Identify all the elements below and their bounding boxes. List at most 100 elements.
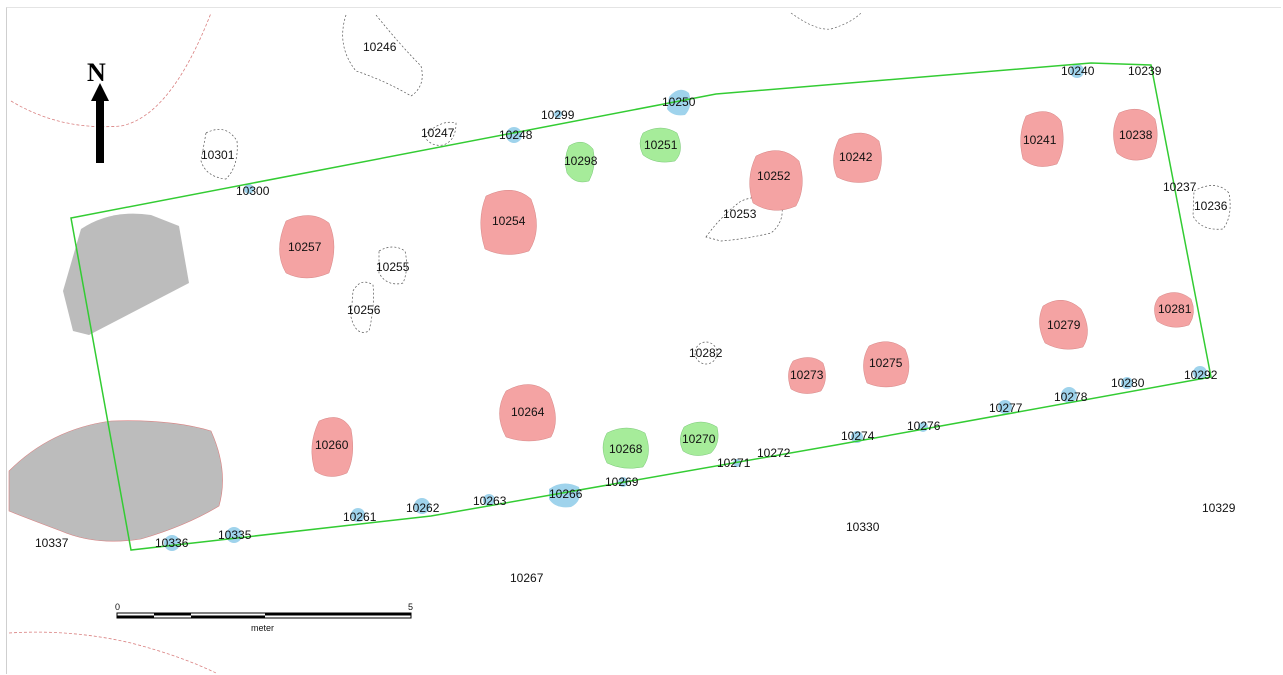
scale-unit-label: meter [251, 623, 274, 633]
background-outline-10236 [1192, 185, 1231, 230]
feature-10298 [565, 142, 595, 183]
feature-10299 [554, 110, 562, 118]
north-arrow-icon: N [87, 58, 109, 163]
background-outline-10301 [200, 129, 238, 180]
feature-10266 [549, 483, 580, 508]
label-10247: 10247 [421, 126, 455, 140]
label-10250: 10250 [662, 95, 696, 109]
background-outline-10256 [350, 281, 374, 333]
feature-10254 [480, 190, 537, 255]
feature-10270 [680, 421, 719, 456]
label-10267: 10267 [510, 571, 544, 585]
label-10239: 10239 [1128, 64, 1162, 78]
feature-10240 [1070, 64, 1084, 78]
feature-10261 [351, 508, 365, 522]
feature-10242 [833, 132, 882, 183]
feature-10292 [1193, 366, 1207, 380]
background-outline-10282 [694, 341, 718, 365]
label-10330: 10330 [846, 520, 880, 534]
feature-10251 [639, 127, 681, 163]
feature-10260 [311, 417, 353, 477]
label-10253: 10253 [723, 207, 757, 221]
label-10281: 10281 [1158, 302, 1192, 316]
label-10241: 10241 [1023, 133, 1057, 147]
site-plan-map: N 0 5 meter 10246 10240 10239 10250 1029… [8, 12, 1236, 674]
label-10238: 10238 [1119, 128, 1153, 142]
feature-10264 [499, 384, 556, 442]
feature-10252 [749, 150, 803, 211]
label-10292: 10292 [1184, 368, 1218, 382]
label-10252: 10252 [757, 169, 791, 183]
feature-10275 [863, 341, 910, 388]
map-frame: N 0 5 meter 10246 10240 10239 10250 1029… [6, 7, 1281, 674]
label-10300: 10300 [236, 184, 270, 198]
north-label: N [87, 58, 106, 87]
label-10242: 10242 [839, 150, 873, 164]
label-10329: 10329 [1202, 501, 1236, 515]
label-10282: 10282 [689, 346, 723, 360]
feature-10262 [414, 498, 430, 514]
background-outline-10246 [342, 14, 423, 97]
background-boundary-top-center [790, 12, 862, 30]
label-10278: 10278 [1054, 390, 1088, 404]
feature-10281 [1154, 292, 1194, 328]
feature-10257 [279, 215, 335, 279]
background-outline-10247 [423, 121, 457, 146]
gray-area-west [63, 213, 189, 335]
label-10266: 10266 [549, 487, 583, 501]
label-10257: 10257 [288, 240, 322, 254]
feature-10300 [244, 184, 254, 194]
feature-10277 [998, 400, 1012, 414]
label-10255: 10255 [376, 260, 410, 274]
label-10256: 10256 [347, 303, 381, 317]
label-10260: 10260 [315, 438, 349, 452]
feature-10336 [164, 535, 180, 551]
feature-labels: 10246 10240 10239 10250 10299 10247 1024… [35, 40, 1236, 585]
label-10298: 10298 [564, 154, 598, 168]
label-10237: 10237 [1163, 180, 1197, 194]
label-10279: 10279 [1047, 318, 1081, 332]
feature-10268 [602, 427, 649, 469]
feature-10248 [506, 127, 522, 143]
label-10268: 10268 [609, 442, 643, 456]
feature-10279 [1039, 300, 1088, 350]
feature-10273 [788, 357, 826, 394]
label-10273: 10273 [790, 368, 824, 382]
label-10301: 10301 [201, 148, 235, 162]
label-10264: 10264 [511, 405, 545, 419]
label-10263: 10263 [473, 494, 507, 508]
feature-10241 [1020, 111, 1064, 167]
feature-10250 [667, 89, 691, 116]
scale-end-label: 5 [408, 602, 413, 612]
label-10262: 10262 [406, 501, 440, 515]
label-10251: 10251 [644, 138, 678, 152]
label-10280: 10280 [1111, 376, 1145, 390]
background-outline-10255 [378, 246, 407, 285]
label-10336: 10336 [155, 536, 189, 550]
label-10269: 10269 [605, 475, 639, 489]
label-10299: 10299 [541, 108, 575, 122]
label-10276: 10276 [907, 419, 941, 433]
label-10261: 10261 [343, 510, 377, 524]
label-10272: 10272 [757, 446, 791, 460]
label-10270: 10270 [682, 432, 716, 446]
feature-10280 [1121, 377, 1133, 389]
label-10277: 10277 [989, 401, 1023, 415]
label-10274: 10274 [841, 429, 875, 443]
scale-bar: 0 5 meter [115, 602, 413, 633]
feature-10263 [483, 494, 495, 506]
scale-start-label: 0 [115, 602, 120, 612]
label-10248: 10248 [499, 128, 533, 142]
trench-boundary [70, 62, 1212, 551]
background-boundary-top-left [10, 12, 212, 128]
label-10254: 10254 [492, 214, 526, 228]
feature-10278 [1061, 387, 1077, 403]
feature-10238 [1113, 108, 1158, 161]
label-10240: 10240 [1061, 64, 1095, 78]
gray-area-southwest [8, 420, 223, 542]
label-10335: 10335 [218, 528, 252, 542]
background-boundary-bottom-left [8, 631, 217, 674]
background-outline-10253 [705, 196, 783, 242]
label-10337: 10337 [35, 536, 69, 550]
label-10246: 10246 [363, 40, 397, 54]
